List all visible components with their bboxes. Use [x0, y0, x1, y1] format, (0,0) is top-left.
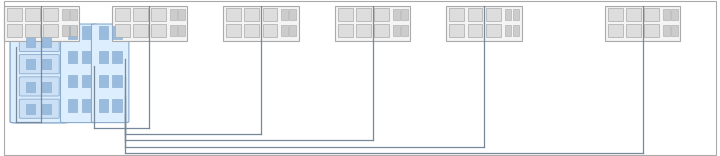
Bar [223, 6, 299, 41]
Bar [42, 59, 51, 69]
Bar [644, 24, 659, 37]
Bar [62, 9, 68, 20]
Bar [244, 24, 259, 37]
Bar [505, 9, 511, 20]
Bar [112, 51, 122, 63]
Bar [132, 8, 148, 21]
Bar [374, 24, 389, 37]
FancyBboxPatch shape [19, 32, 59, 51]
Bar [446, 6, 522, 41]
Bar [356, 24, 371, 37]
Bar [178, 25, 184, 36]
Bar [289, 25, 296, 36]
Bar [26, 37, 35, 47]
FancyBboxPatch shape [60, 24, 98, 123]
Bar [374, 8, 389, 21]
Bar [263, 8, 277, 21]
FancyBboxPatch shape [19, 55, 59, 74]
Bar [151, 8, 166, 21]
Bar [282, 9, 288, 20]
Bar [170, 25, 176, 36]
Bar [608, 8, 623, 21]
Bar [663, 9, 670, 20]
Bar [449, 8, 464, 21]
FancyBboxPatch shape [19, 99, 59, 118]
Bar [663, 25, 670, 36]
Bar [608, 24, 623, 37]
Bar [626, 8, 641, 21]
Bar [486, 8, 500, 21]
Bar [356, 8, 371, 21]
Bar [338, 24, 353, 37]
Bar [626, 24, 641, 37]
Bar [68, 75, 77, 87]
Bar [467, 8, 482, 21]
Bar [513, 9, 519, 20]
Bar [43, 24, 58, 37]
Bar [401, 9, 408, 20]
Bar [70, 25, 76, 36]
Bar [62, 25, 68, 36]
Bar [289, 9, 296, 20]
Bar [81, 51, 91, 63]
Bar [99, 99, 108, 112]
Bar [226, 24, 241, 37]
Bar [178, 9, 184, 20]
Bar [81, 99, 91, 112]
Bar [644, 8, 659, 21]
Bar [4, 6, 79, 41]
Bar [505, 25, 511, 36]
Bar [338, 8, 353, 21]
Bar [26, 59, 35, 69]
Bar [24, 24, 40, 37]
Bar [112, 75, 122, 87]
Bar [671, 25, 678, 36]
Bar [467, 24, 482, 37]
Bar [513, 25, 519, 36]
Bar [112, 26, 122, 39]
Bar [393, 25, 400, 36]
Bar [81, 75, 91, 87]
Bar [43, 8, 58, 21]
Bar [70, 9, 76, 20]
Bar [393, 9, 400, 20]
Bar [151, 24, 166, 37]
Bar [6, 24, 22, 37]
Bar [68, 51, 77, 63]
FancyBboxPatch shape [19, 77, 59, 96]
Bar [42, 37, 51, 47]
Bar [112, 99, 122, 112]
Bar [282, 25, 288, 36]
Bar [226, 8, 241, 21]
Bar [449, 24, 464, 37]
Bar [263, 24, 277, 37]
Bar [26, 82, 35, 92]
Bar [68, 99, 77, 112]
Bar [68, 26, 77, 39]
Bar [244, 8, 259, 21]
Bar [114, 24, 130, 37]
Bar [26, 104, 35, 114]
Bar [99, 75, 108, 87]
Bar [42, 104, 51, 114]
Bar [24, 8, 40, 21]
Bar [486, 24, 500, 37]
Bar [6, 8, 22, 21]
Bar [132, 24, 148, 37]
Bar [335, 6, 410, 41]
Bar [99, 51, 108, 63]
Bar [42, 82, 51, 92]
FancyBboxPatch shape [91, 24, 129, 123]
Bar [81, 26, 91, 39]
Bar [170, 9, 176, 20]
Bar [671, 9, 678, 20]
Bar [99, 26, 108, 39]
Bar [114, 8, 130, 21]
FancyBboxPatch shape [10, 24, 68, 123]
Bar [112, 6, 187, 41]
Bar [401, 25, 408, 36]
Bar [605, 6, 680, 41]
